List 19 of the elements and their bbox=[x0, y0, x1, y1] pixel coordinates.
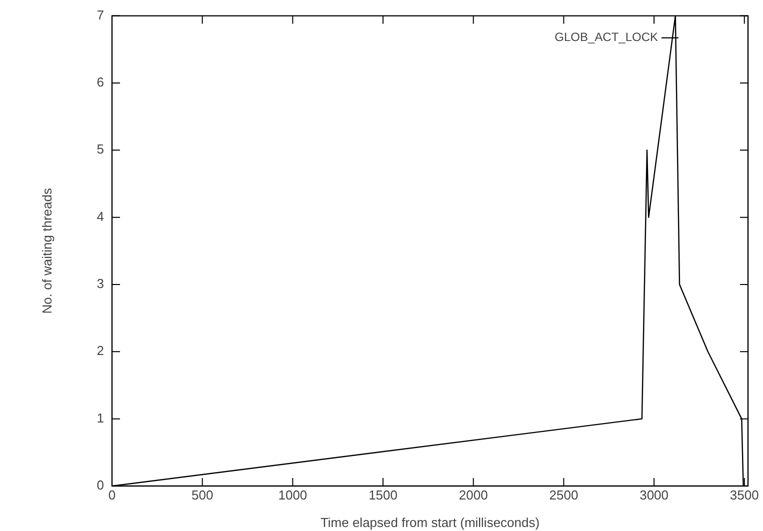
x-tick-label: 2000 bbox=[458, 487, 488, 502]
y-tick-label: 0 bbox=[96, 478, 104, 493]
y-tick-label: 1 bbox=[96, 410, 104, 426]
x-tick-label: 3500 bbox=[730, 487, 759, 502]
y-tick-label: 7 bbox=[96, 7, 104, 22]
y-tick-label: 2 bbox=[96, 343, 104, 358]
y-tick-label: 3 bbox=[96, 276, 104, 292]
x-tick-label: 1500 bbox=[368, 487, 398, 502]
x-tick-label: 3000 bbox=[640, 487, 669, 502]
y-tick-label: 4 bbox=[96, 208, 104, 224]
x-axis-title: Time elapsed from start (milliseconds) bbox=[320, 514, 540, 530]
y-tick-label: 6 bbox=[96, 74, 104, 90]
y-tick-label: 5 bbox=[96, 142, 104, 157]
y-axis-title: No. of waiting threads bbox=[39, 188, 54, 314]
x-tick-label: 500 bbox=[191, 487, 214, 502]
x-tick-label: 0 bbox=[108, 487, 116, 502]
x-tick-label: 2500 bbox=[549, 487, 578, 502]
x-tick-label: 1000 bbox=[278, 487, 308, 502]
legend-label: GLOB_ACT_LOCK bbox=[554, 30, 658, 44]
